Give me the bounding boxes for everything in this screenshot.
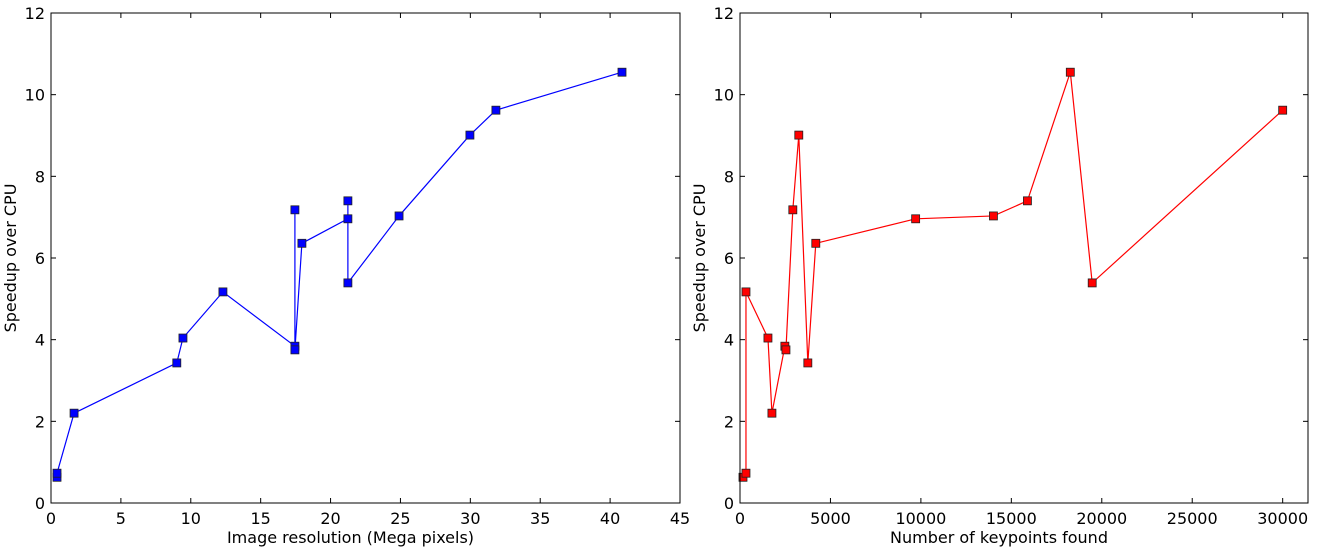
data-point: [178, 333, 188, 343]
y-tick-label: 12: [714, 4, 734, 23]
x-tick-label: 20000: [1076, 509, 1127, 528]
x-tick-label: 0: [735, 509, 745, 528]
data-point: [343, 278, 353, 288]
y-tick-label: 2: [724, 412, 734, 431]
data-point: [911, 214, 921, 224]
data-point: [1278, 105, 1288, 115]
data-point: [1065, 67, 1075, 77]
data-point: [741, 287, 751, 297]
data-point: [290, 345, 300, 355]
x-tick-label: 10000: [895, 509, 946, 528]
series-line: [742, 72, 1284, 478]
subplot-2: 0 5000 10000 15000 20000 25000 30000 0 2 4 6 8 10 12 N…: [690, 4, 1309, 547]
y-tick-label: 4: [724, 331, 734, 350]
y-tick-label: 6: [724, 249, 734, 268]
plot-frame: [739, 12, 1309, 504]
x-tick-label: 30000: [1257, 509, 1308, 528]
y-tick-label: 2: [35, 412, 45, 431]
series-line: [56, 71, 623, 478]
x-tick-label: 0: [46, 509, 56, 528]
data-point: [989, 211, 998, 221]
x-tick-label: 5: [116, 509, 126, 528]
y-tick-label: 4: [35, 331, 45, 350]
data-point: [763, 333, 773, 343]
x-tick-label: 45: [670, 509, 690, 528]
data-point: [343, 214, 353, 224]
subplot-1: 0 5 10 15 20 25 30 35 40 45 0 2 4 6 8 10 12 Image resolut…: [1, 4, 690, 547]
y-axis-label: Speedup over CPU: [1, 184, 20, 333]
data-point: [218, 287, 228, 297]
y-tick-label: 8: [724, 167, 734, 186]
plot-frame: [50, 12, 681, 504]
data-point: [1023, 196, 1032, 206]
y-axis-label: Speedup over CPU: [690, 184, 709, 333]
x-tick-label: 15: [250, 509, 270, 528]
data-point: [172, 358, 182, 368]
data-point: [803, 358, 813, 368]
y-tick-label: 8: [35, 167, 45, 186]
x-tick-label: 25000: [1167, 509, 1218, 528]
x-tick-label: 40: [600, 509, 620, 528]
data-point: [1087, 278, 1097, 288]
data-point: [617, 67, 627, 77]
y-tick-label: 0: [35, 494, 45, 513]
x-axis-label: Number of keypoints found: [890, 528, 1108, 547]
y-tick-label: 12: [25, 4, 45, 23]
x-tick-label: 5000: [810, 509, 851, 528]
data-point: [781, 345, 791, 355]
data-point: [811, 238, 821, 248]
x-tick-label: 10: [181, 509, 201, 528]
x-tick-label: 25: [390, 509, 410, 528]
data-point: [767, 408, 777, 418]
y-tick-label: 10: [714, 86, 734, 105]
x-tick-label: 15000: [986, 509, 1037, 528]
data-point: [788, 205, 798, 215]
x-tick-label: 35: [530, 509, 550, 528]
data-point: [290, 205, 300, 215]
data-point: [741, 468, 751, 478]
x-tick-label: 30: [460, 509, 480, 528]
data-point: [794, 130, 804, 140]
data-point: [465, 130, 475, 140]
x-tick-label: 20: [320, 509, 340, 528]
data-point: [394, 211, 404, 221]
data-point: [69, 408, 79, 418]
data-point: [297, 238, 307, 248]
y-tick-label: 0: [724, 494, 734, 513]
data-point: [52, 468, 62, 478]
data-point: [491, 105, 501, 115]
y-tick-label: 6: [35, 249, 45, 268]
x-axis-label: Image resolution (Mega pixels): [227, 528, 474, 547]
y-tick-label: 10: [25, 86, 45, 105]
data-point: [343, 196, 353, 206]
